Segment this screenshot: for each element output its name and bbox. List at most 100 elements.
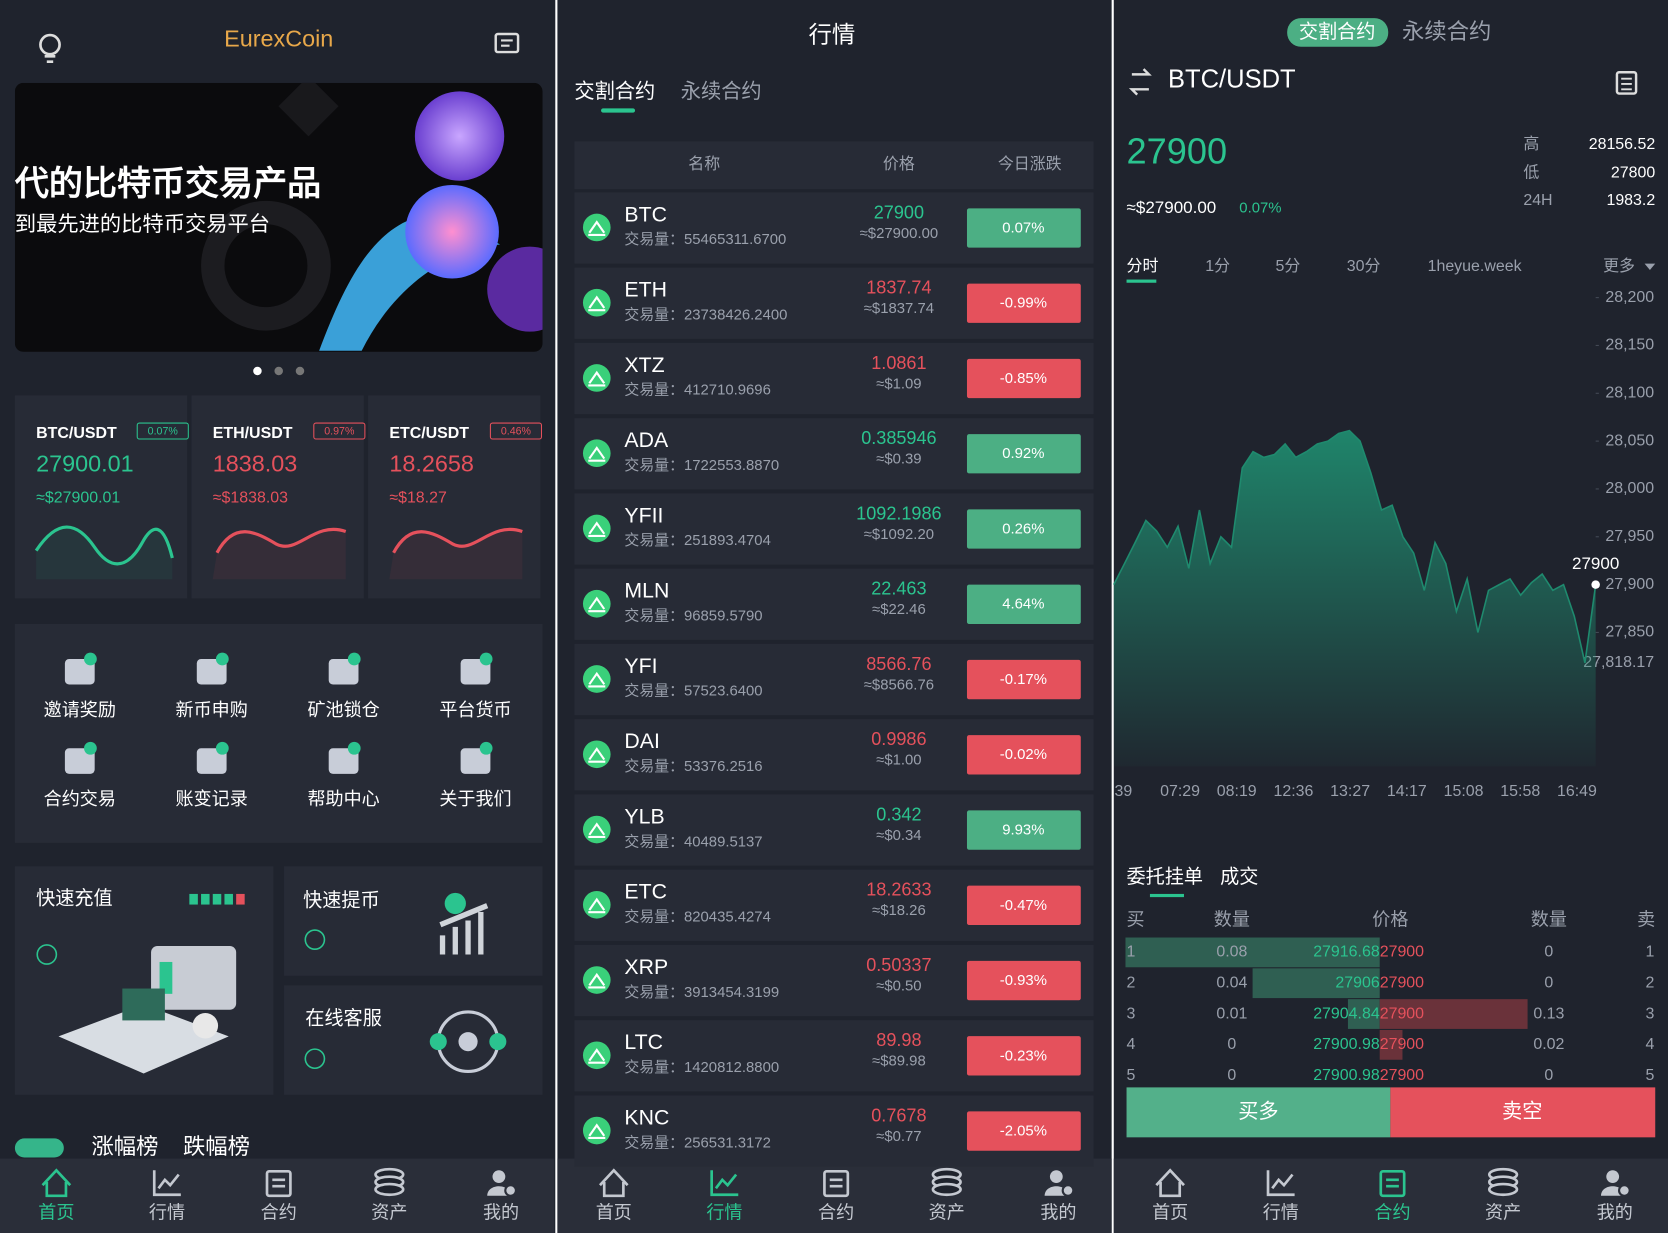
nav-label[interactable]: 行情 — [149, 1203, 185, 1223]
coin-icon — [582, 740, 611, 769]
change-button[interactable] — [966, 208, 1081, 248]
buy-button-label[interactable]: 买多 — [1238, 1100, 1278, 1123]
banner-coin — [414, 91, 505, 181]
withdraw-icon — [444, 892, 466, 915]
menu-label[interactable]: 新币申购 — [176, 700, 248, 720]
price: 18.2633 — [866, 880, 931, 900]
period-tab[interactable]: 更多 — [1603, 257, 1635, 275]
change-button[interactable] — [966, 434, 1081, 474]
menu-label[interactable]: 帮助中心 — [307, 789, 379, 809]
trade-tab[interactable]: 永续合约 — [1402, 19, 1491, 44]
ticker-card[interactable] — [368, 395, 541, 599]
menu-label[interactable]: 邀请奖励 — [44, 700, 116, 720]
nav-label[interactable]: 我的 — [1597, 1203, 1633, 1223]
symbol: DAI — [624, 729, 659, 753]
sell-button-label[interactable]: 卖空 — [1502, 1100, 1542, 1123]
coin-icon — [582, 213, 611, 242]
period-tab[interactable]: 1分 — [1205, 257, 1230, 275]
sell-button[interactable] — [1390, 1087, 1656, 1138]
volume-value: 55465311.6700 — [684, 232, 786, 248]
market-tab[interactable]: 交割合约 — [574, 80, 655, 103]
menu-label[interactable]: 矿池锁仓 — [307, 700, 379, 720]
nav-label[interactable]: 资产 — [371, 1203, 407, 1223]
buy-qty: 0.04 — [1216, 974, 1247, 991]
stat-value: 1983.2 — [1606, 192, 1655, 209]
nav-label[interactable]: 合约 — [1374, 1203, 1410, 1223]
coin-icon — [588, 295, 606, 312]
period-tab[interactable]: 30分 — [1347, 257, 1381, 275]
period-tab[interactable]: 1heyue.week — [1428, 258, 1522, 275]
sell-index: 3 — [1645, 1005, 1654, 1022]
change-button[interactable] — [966, 1036, 1081, 1076]
menu-label[interactable]: 关于我们 — [439, 789, 511, 809]
nav-label[interactable]: 我的 — [1040, 1203, 1076, 1223]
menu-label[interactable]: 账变记录 — [176, 789, 248, 809]
coin-icon — [582, 364, 611, 392]
volume-value: 256531.3172 — [684, 1135, 771, 1151]
change-button[interactable] — [966, 283, 1081, 323]
book-tab[interactable]: 委托挂单 — [1127, 866, 1204, 888]
menu-icon-accent — [84, 652, 97, 666]
symbol: YLB — [624, 804, 664, 828]
buy-price: 27916.68 — [1313, 944, 1380, 961]
nav-label[interactable]: 合约 — [818, 1203, 854, 1223]
ticker-card[interactable] — [191, 395, 364, 599]
buy-button[interactable] — [1126, 1087, 1391, 1138]
change-button[interactable] — [966, 659, 1081, 700]
change-button[interactable] — [966, 885, 1081, 925]
change-button[interactable] — [966, 584, 1081, 624]
message-icon[interactable] — [494, 32, 520, 54]
rank-tab[interactable]: 跌幅榜 — [183, 1134, 250, 1159]
x-tick-label: 15:08 — [1444, 783, 1484, 800]
menu-label[interactable]: 合约交易 — [44, 789, 116, 809]
volume-label: 交易量： — [624, 682, 684, 700]
change-button[interactable] — [966, 509, 1081, 549]
quick-card[interactable] — [284, 866, 543, 976]
nav-icon — [1606, 1170, 1620, 1184]
order-icon[interactable] — [1615, 71, 1638, 95]
buy-index: 1 — [1127, 944, 1136, 961]
swap-icon — [1128, 68, 1152, 96]
buy-depth-bar — [1347, 999, 1380, 1029]
change-button[interactable] — [966, 358, 1081, 399]
market-tab[interactable]: 永续合约 — [681, 80, 762, 103]
nav-label[interactable]: 首页 — [38, 1203, 74, 1223]
nav-label[interactable]: 我的 — [483, 1203, 519, 1223]
symbol: YFII — [624, 503, 663, 527]
period-tab[interactable]: 分时 — [1127, 257, 1159, 275]
nav-label[interactable]: 首页 — [1152, 1203, 1188, 1223]
nav-icon — [265, 1170, 292, 1198]
nav-label[interactable]: 合约 — [261, 1203, 297, 1223]
buy-price: 27906 — [1335, 974, 1379, 991]
usd-price: ≈$0.50 — [876, 978, 921, 994]
nav-icon — [374, 1182, 405, 1197]
change-button[interactable] — [966, 1111, 1081, 1151]
last-point — [1591, 580, 1600, 589]
usd-price: ≈$89.98 — [872, 1054, 926, 1070]
volume-value: 820435.4274 — [684, 909, 771, 925]
nav-label[interactable]: 首页 — [596, 1203, 632, 1223]
nav-label[interactable]: 资产 — [929, 1203, 965, 1223]
trade-tab[interactable]: 交割合约 — [1299, 21, 1376, 43]
rank-tab[interactable]: 涨幅榜 — [91, 1134, 158, 1159]
period-tab[interactable]: 5分 — [1275, 257, 1300, 275]
menu-icon — [460, 659, 491, 685]
volume: 交易量：256531.3172 — [624, 1133, 770, 1151]
buy-qty: 0 — [1227, 1067, 1236, 1084]
change-button[interactable] — [966, 960, 1081, 1001]
nav-icon — [1487, 1182, 1519, 1197]
book-tab[interactable]: 成交 — [1220, 866, 1258, 888]
nav-label[interactable]: 行情 — [1263, 1203, 1299, 1223]
volume: 交易量：23738426.2400 — [624, 305, 787, 323]
volume: 交易量：3913454.3199 — [624, 983, 779, 1001]
change-button[interactable] — [966, 735, 1081, 775]
volume: 交易量：55465311.6700 — [624, 230, 786, 248]
tab-pill — [1287, 18, 1389, 47]
nav-label[interactable]: 资产 — [1485, 1203, 1521, 1223]
arrow-circle — [36, 944, 58, 965]
change-button[interactable] — [966, 810, 1081, 850]
ticker-card[interactable] — [14, 395, 188, 599]
nav-label[interactable]: 行情 — [706, 1203, 742, 1223]
menu-label[interactable]: 平台货币 — [439, 700, 511, 720]
change: 4.64% — [1002, 597, 1044, 613]
